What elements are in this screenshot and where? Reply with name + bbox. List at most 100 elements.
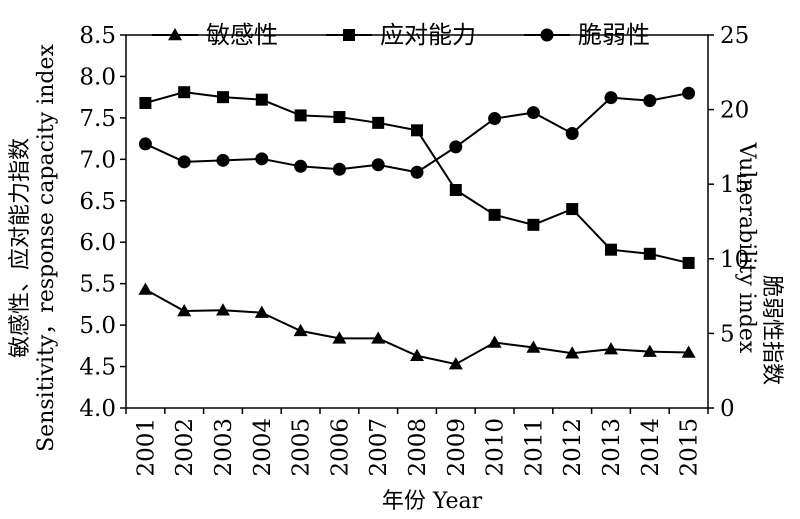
right-y-tick-label: 0 bbox=[720, 396, 735, 422]
legend-item-triangle: 敏感性 bbox=[152, 21, 278, 49]
right-y-axis-title-en: Vulnerability index bbox=[734, 142, 759, 354]
legend-label: 敏感性 bbox=[206, 21, 278, 49]
x-tick-label: 2013 bbox=[599, 418, 625, 477]
x-tick-label: 2010 bbox=[483, 418, 509, 477]
x-tick-label: 2012 bbox=[560, 418, 586, 477]
right-y-tick-label: 15 bbox=[720, 172, 749, 198]
data-point-circle bbox=[643, 94, 657, 108]
data-point-triangle bbox=[410, 348, 424, 362]
data-point-square bbox=[217, 91, 229, 104]
x-axis: 2001 2002 2003 2004 2005 2006 2007 2008 2009 2010… bbox=[125, 408, 709, 477]
x-tick-label: 2007 bbox=[366, 418, 392, 477]
data-point-circle bbox=[410, 165, 424, 179]
data-point-circle bbox=[526, 106, 540, 120]
data-point-triangle bbox=[565, 346, 580, 359]
data-point-circle bbox=[565, 126, 579, 140]
x-tick-label: 2015 bbox=[677, 418, 703, 477]
data-point-triangle bbox=[332, 331, 347, 344]
data-point-circle bbox=[682, 86, 696, 100]
left-y-axis-title-zh: 敏感性、应对能力指数 bbox=[8, 138, 33, 358]
series-triangle bbox=[138, 282, 696, 370]
data-point-triangle bbox=[293, 323, 308, 337]
right-y-axis-title-zh: 脆弱性指数 bbox=[759, 275, 784, 385]
data-point-circle bbox=[216, 153, 230, 167]
x-tick-label: 2006 bbox=[327, 418, 353, 477]
x-tick-label: 2003 bbox=[211, 418, 237, 477]
data-point-square bbox=[139, 96, 152, 109]
plot-frame bbox=[125, 34, 709, 409]
data-point-square bbox=[488, 208, 501, 221]
left-y-tick-label: 4.0 bbox=[79, 396, 116, 422]
left-y-tick-label: 8.5 bbox=[79, 23, 116, 49]
x-tick-label: 2014 bbox=[638, 418, 664, 477]
data-point-circle bbox=[177, 155, 191, 169]
right-y-tick-label: 5 bbox=[720, 321, 735, 347]
data-point-triangle bbox=[371, 331, 386, 344]
data-point-circle bbox=[255, 152, 269, 166]
x-tick-label: 2001 bbox=[133, 418, 159, 477]
data-point-square bbox=[527, 218, 540, 231]
legend-marker-circle bbox=[540, 28, 554, 42]
data-point-triangle bbox=[604, 342, 618, 355]
x-tick-label: 2005 bbox=[289, 418, 315, 477]
series-circle bbox=[138, 86, 696, 179]
right-y-tick-label: 25 bbox=[720, 23, 749, 49]
data-point-square bbox=[333, 111, 346, 124]
left-y-axis: 4.0 4.5 5.0 5.5 6.0 6.5 7.0 7.5 8.0 8.5 bbox=[79, 23, 126, 422]
left-y-tick-label: 8.0 bbox=[79, 64, 116, 90]
series-square bbox=[139, 86, 695, 269]
data-point-circle bbox=[294, 159, 308, 173]
right-y-axis: 0 5 10 15 20 25 bbox=[708, 23, 749, 422]
series-layer bbox=[138, 86, 696, 370]
data-point-square bbox=[255, 93, 268, 106]
data-point-triangle bbox=[177, 304, 192, 317]
data-point-triangle bbox=[216, 303, 230, 316]
data-point-square bbox=[178, 86, 191, 99]
legend: 敏感性 应对能力 脆弱性 bbox=[152, 21, 650, 49]
legend-marker-square bbox=[343, 29, 355, 41]
data-point-square bbox=[449, 184, 462, 197]
left-y-tick-label: 7.0 bbox=[79, 147, 116, 173]
data-point-square bbox=[566, 203, 579, 216]
data-point-circle bbox=[332, 162, 346, 176]
data-point-triangle bbox=[138, 282, 153, 295]
right-y-tick-label: 20 bbox=[720, 98, 749, 124]
legend-label: 应对能力 bbox=[380, 21, 476, 49]
data-point-triangle bbox=[642, 344, 657, 357]
legend-marker-triangle bbox=[168, 28, 182, 41]
legend-item-square: 应对能力 bbox=[326, 21, 476, 49]
left-y-tick-label: 6.5 bbox=[79, 189, 116, 215]
data-point-triangle bbox=[526, 340, 541, 353]
data-point-triangle bbox=[681, 345, 696, 358]
plot-border bbox=[125, 34, 709, 409]
x-axis-title: 年份 Year bbox=[382, 489, 483, 514]
data-point-triangle bbox=[487, 335, 502, 348]
data-point-square bbox=[372, 116, 385, 129]
data-point-square bbox=[643, 247, 656, 260]
data-point-circle bbox=[449, 140, 463, 154]
data-point-square bbox=[682, 256, 695, 269]
x-tick-label: 2004 bbox=[250, 418, 276, 477]
data-point-triangle bbox=[254, 305, 269, 318]
left-y-tick-label: 7.5 bbox=[79, 106, 116, 132]
legend-label: 脆弱性 bbox=[578, 21, 650, 49]
right-y-tick-label: 10 bbox=[720, 247, 749, 273]
left-y-tick-label: 5.5 bbox=[79, 272, 116, 298]
left-y-axis-title-en: Sensitivity，response capacity index bbox=[34, 44, 59, 452]
data-point-circle bbox=[604, 91, 618, 105]
data-point-triangle bbox=[448, 357, 463, 370]
data-point-square bbox=[294, 109, 307, 122]
data-point-circle bbox=[371, 158, 385, 172]
data-point-circle bbox=[138, 137, 152, 151]
left-y-tick-label: 4.5 bbox=[79, 355, 116, 381]
data-point-square bbox=[605, 243, 617, 256]
legend-item-circle: 脆弱性 bbox=[524, 21, 650, 49]
x-tick-label: 2011 bbox=[521, 418, 547, 477]
x-tick-label: 2008 bbox=[405, 418, 431, 477]
data-point-square bbox=[411, 124, 423, 137]
left-y-tick-label: 5.0 bbox=[79, 313, 116, 339]
x-tick-label: 2009 bbox=[444, 418, 470, 477]
data-point-circle bbox=[488, 112, 502, 126]
x-tick-label: 2002 bbox=[172, 418, 198, 477]
